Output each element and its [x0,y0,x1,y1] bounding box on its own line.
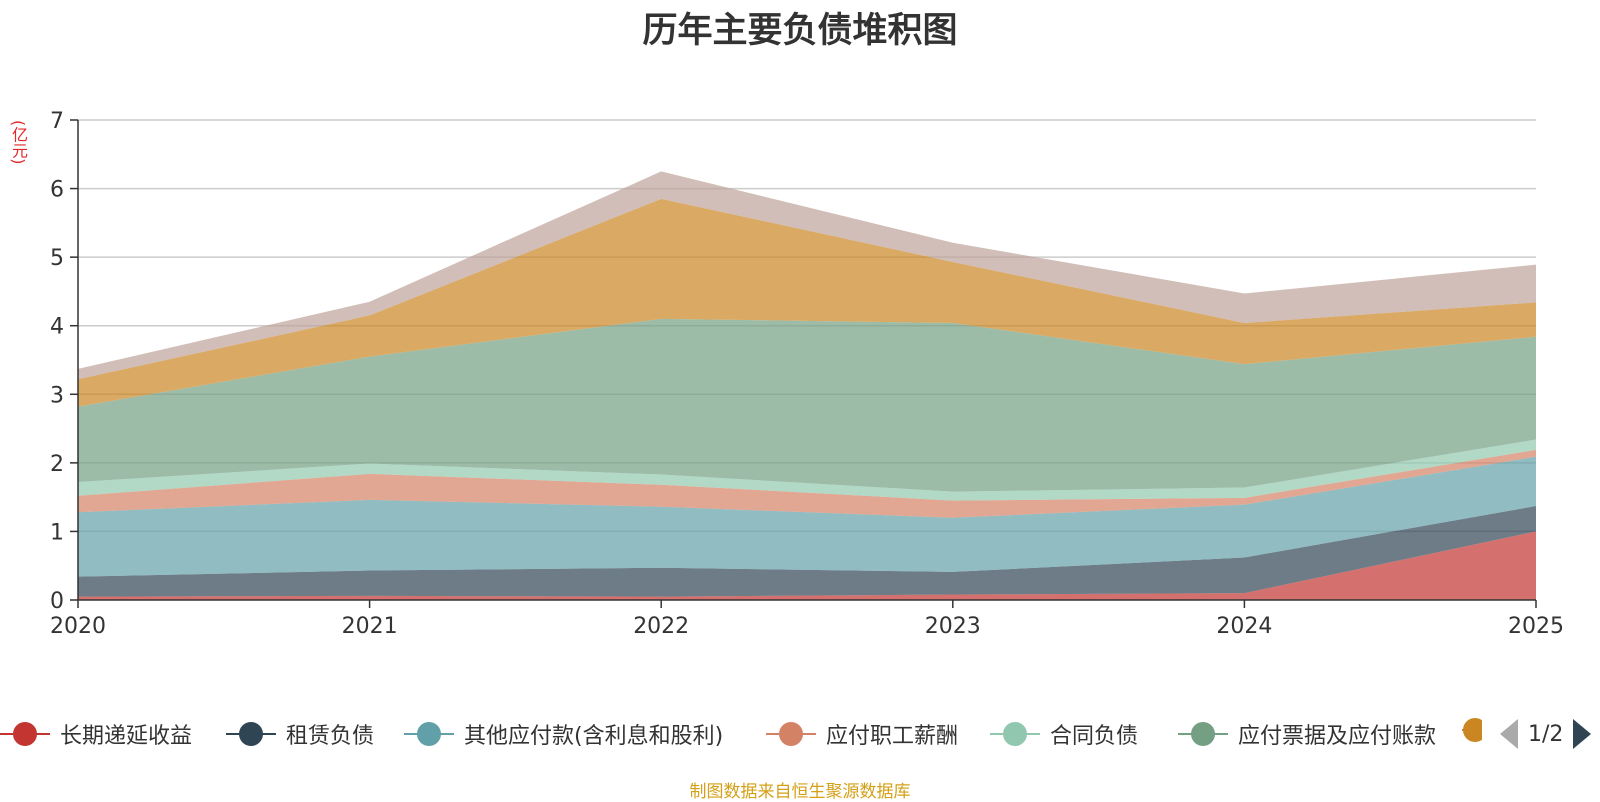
y-tick-label: 1 [50,520,64,545]
source-note: 制图数据来自恒生聚源数据库 [689,782,911,802]
area-6 [78,318,1536,492]
chart-title: 历年主要负债堆积图 [642,11,958,51]
y-tick-label: 2 [50,452,64,477]
x-tick-label: 2023 [925,614,981,639]
stacked-areas [78,171,1536,600]
legend-item[interactable]: 合同负债 [990,718,1138,750]
legend-item[interactable]: 其他应付款(含利息和股利) [404,718,723,750]
x-tick-label: 2021 [342,614,398,639]
x-tick-label: 2022 [633,614,689,639]
legend-label: 租赁负债 [286,724,375,749]
area-4 [78,449,1536,518]
y-axis-unit-label: (亿元) [9,120,28,165]
legend-label: 应付票据及应付账款 [1238,724,1437,749]
legend-marker-icon [1462,718,1482,742]
legend-item[interactable]: 长期递延收益 [0,718,192,750]
y-tick-label: 0 [50,589,64,614]
x-tick-label: 2025 [1508,614,1564,639]
legend-marker-icon [404,722,454,746]
area-3 [78,456,1536,577]
legend-pager: 1/2 [1500,718,1592,750]
y-tick-label: 7 [50,109,64,134]
legend-item[interactable]: 应付职工薪酬 [766,718,958,750]
x-tick-label: 2020 [50,614,106,639]
y-tick-label: 6 [50,178,64,203]
legend-label: 长期递延收益 [60,724,193,749]
chart-plot: 0 1 2 3 4 5 6 7 2020 2021 2022 2023 2024 2025 [50,109,1564,639]
legend-item[interactable]: 应付票据及应付账款 [1178,718,1436,750]
legend-marker-icon [766,722,816,746]
legend-next-page-icon[interactable] [1573,719,1592,749]
y-tick-label: 4 [50,315,64,340]
area-5 [78,439,1536,501]
legend-label: 应付职工薪酬 [826,724,959,749]
legend-prev-page-icon[interactable] [1500,719,1518,749]
area-8 [78,171,1536,380]
x-tick-label: 2024 [1216,614,1272,639]
y-tick-label: 5 [50,246,64,271]
legend-marker-icon [226,722,276,746]
area-1 [78,531,1536,600]
legend-marker-icon [0,722,50,746]
legend-marker-icon [1178,722,1228,746]
y-tick-label: 3 [50,383,64,408]
tick-labels: 0 1 2 3 4 5 6 7 2020 2021 2022 2023 2024 2025 [50,109,1564,639]
legend-marker-icon [990,722,1040,746]
area-2 [78,506,1536,597]
legend-label: 其他应付款(含利息和股利) [464,724,724,749]
area-7 [78,198,1536,407]
legend-item[interactable]: 租赁负债 [226,718,374,750]
legend-label: 合同负债 [1050,724,1139,749]
legend-item-clipped[interactable] [1462,718,1482,750]
legend: 长期递延收益 租赁负债 其他应付款(含利息和股利) 应付职工薪酬 合同负债 应付票据及应付… [0,718,1600,750]
legend-page-indicator: 1/2 [1528,721,1564,747]
axes [70,119,1537,608]
